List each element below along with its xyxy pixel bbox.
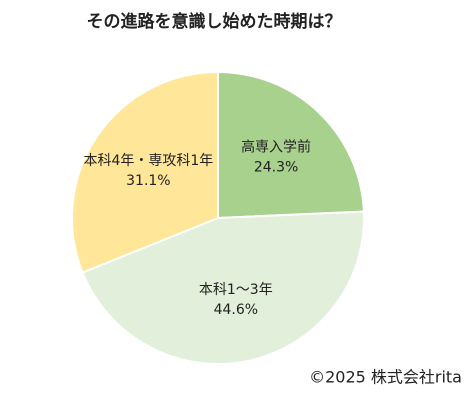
slice-label: 本科1～3年: [199, 282, 273, 298]
slice-label: 高専入学前: [241, 138, 311, 155]
value-label: 31.1%: [126, 173, 170, 189]
chart-title: その進路を意識し始めた時期は？: [87, 11, 342, 32]
value-label: 24.3%: [254, 159, 298, 175]
value-label: 44.6%: [214, 302, 258, 318]
pie-slice: [81, 210, 365, 365]
pie-slice: [217, 70, 365, 220]
source: ©2025 株式会社rita: [309, 368, 462, 387]
slice-label: 本科4年・専攻科1年: [83, 153, 213, 169]
pie-slice: [71, 70, 219, 274]
